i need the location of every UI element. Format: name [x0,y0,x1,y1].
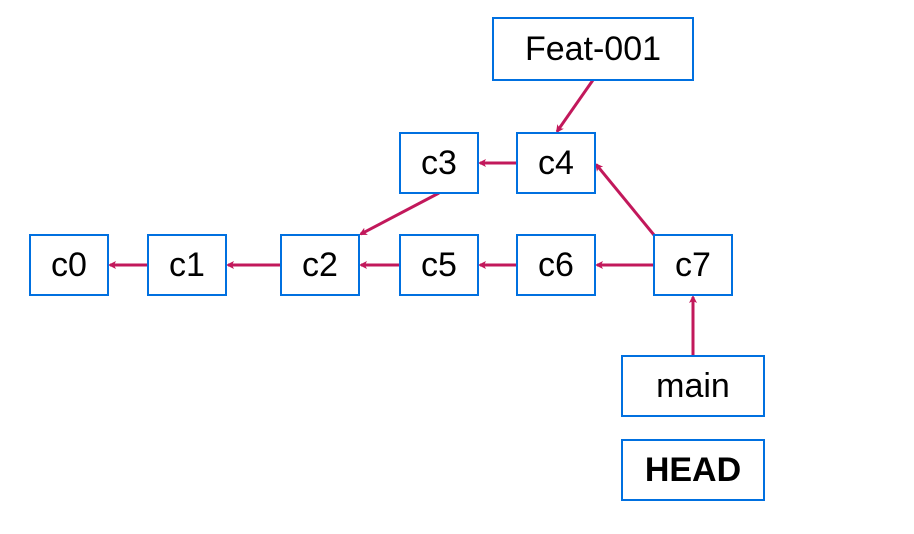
branch-label-feat: Feat-001 [493,18,693,80]
head-label-text: HEAD [645,451,741,489]
nodes-layer: Feat-001 c3 c4 c0 c1 c2 c5 c6 c7 main HEAD [30,18,764,500]
commit-node-text: c7 [675,246,711,284]
edge-c3-to-c2 [361,193,439,234]
commit-node-c6: c6 [517,235,595,295]
edges-layer [110,80,693,356]
branch-label-text: Feat-001 [525,30,661,68]
commit-node-text: c0 [51,246,87,284]
commit-node-c2: c2 [281,235,359,295]
branch-label-text: main [656,367,730,405]
commit-node-c3: c3 [400,133,478,193]
commit-node-c7: c7 [654,235,732,295]
commit-node-text: c3 [421,144,457,182]
commit-node-c4: c4 [517,133,595,193]
commit-node-text: c2 [302,246,338,284]
commit-node-c0: c0 [30,235,108,295]
commit-node-text: c1 [169,246,205,284]
commit-node-c1: c1 [148,235,226,295]
edge-feat-to-c4 [557,80,593,131]
commit-node-text: c6 [538,246,574,284]
head-label-head: HEAD [622,440,764,500]
commit-node-text: c5 [421,246,457,284]
commit-node-c5: c5 [400,235,478,295]
git-graph-diagram: Feat-001 c3 c4 c0 c1 c2 c5 c6 c7 main HEAD [0,0,914,534]
edge-c7-to-c4 [596,165,654,235]
branch-label-main: main [622,356,764,416]
commit-node-text: c4 [538,144,574,182]
